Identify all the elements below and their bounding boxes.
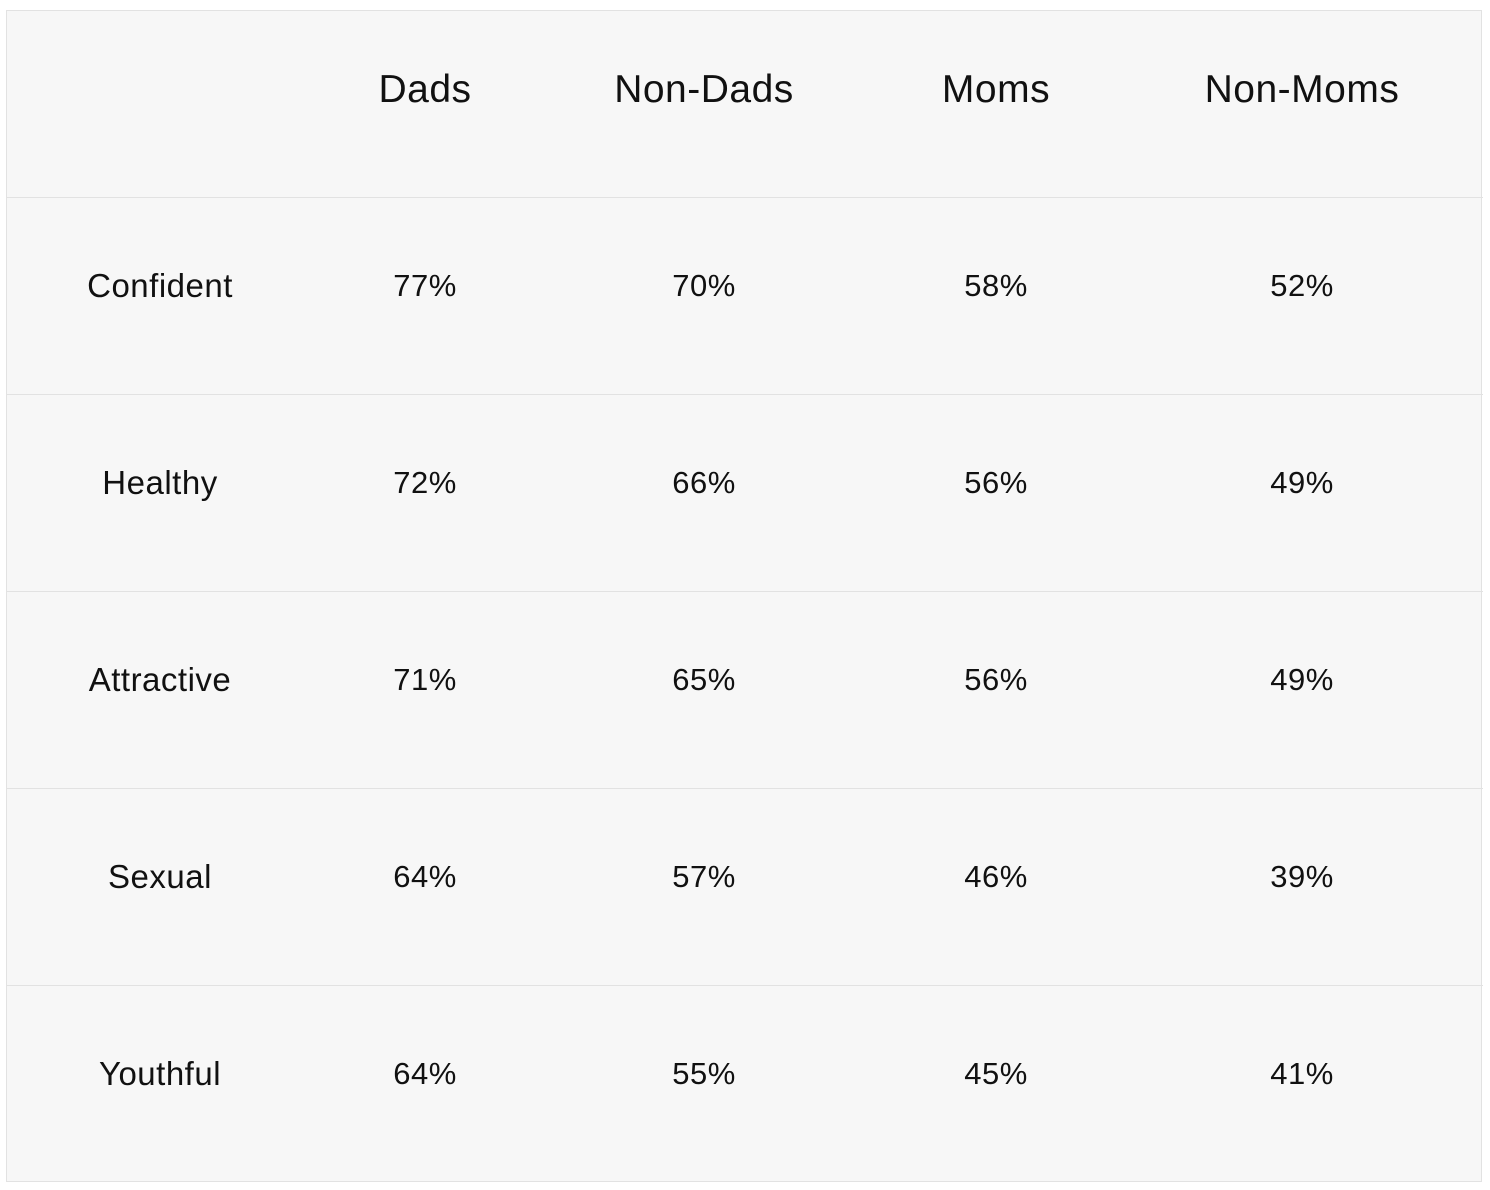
column-header-dads: Dads <box>313 7 537 194</box>
row-label-text: Sexual <box>108 857 212 895</box>
cell-value: 49% <box>1270 464 1334 500</box>
table-cell: 65% <box>537 591 871 789</box>
comparison-table: Dads Non-Dads Moms Non-Moms Confident 77… <box>7 7 1483 1182</box>
cell-value: 55% <box>672 1055 736 1091</box>
row-label-text: Healthy <box>102 463 218 501</box>
cell-value: 64% <box>393 1055 457 1091</box>
table-row: Youthful 64% 55% 45% 41% <box>7 985 1483 1182</box>
table-row: Attractive 71% 65% 56% 49% <box>7 591 1483 789</box>
table-cell: 39% <box>1121 788 1483 986</box>
table-row: Healthy 72% 66% 56% 49% <box>7 394 1483 592</box>
table-cell: 56% <box>871 394 1121 592</box>
table-row: Confident 77% 70% 58% 52% <box>7 197 1483 395</box>
row-label-text: Attractive <box>88 660 232 698</box>
cell-value: 41% <box>1270 1055 1334 1091</box>
column-header-non-moms: Non-Moms <box>1121 7 1483 194</box>
row-label-youthful: Youthful <box>7 985 313 1182</box>
cell-value: 56% <box>964 661 1028 697</box>
column-header-label: Dads <box>378 67 472 111</box>
table-cell: 41% <box>1121 985 1483 1182</box>
table-cell: 55% <box>537 985 871 1182</box>
cell-value: 70% <box>672 267 736 303</box>
table-cell: 46% <box>871 788 1121 986</box>
table-cell: 64% <box>313 985 537 1182</box>
row-label-text: Youthful <box>98 1054 222 1092</box>
cell-value: 39% <box>1270 858 1334 894</box>
cell-value: 46% <box>964 858 1028 894</box>
column-header-label: Moms <box>941 67 1051 111</box>
cell-value: 58% <box>964 267 1028 303</box>
cell-value: 52% <box>1270 267 1334 303</box>
table-cell: 49% <box>1121 591 1483 789</box>
table-cell: 58% <box>871 197 1121 395</box>
table-cell: 70% <box>537 197 871 395</box>
row-label-healthy: Healthy <box>7 394 313 592</box>
table-cell: 77% <box>313 197 537 395</box>
table-cell: 52% <box>1121 197 1483 395</box>
column-header-label: Non-Moms <box>1204 67 1400 111</box>
header-corner <box>7 7 313 194</box>
row-label-text: Confident <box>87 266 233 304</box>
data-table-container: Dads Non-Dads Moms Non-Moms Confident 77… <box>6 7 1483 1182</box>
cell-value: 64% <box>393 858 457 894</box>
cell-value: 49% <box>1270 661 1334 697</box>
column-header-moms: Moms <box>871 7 1121 194</box>
cell-value: 65% <box>672 661 736 697</box>
cell-value: 71% <box>393 661 457 697</box>
cell-value: 72% <box>393 464 457 500</box>
column-header-non-dads: Non-Dads <box>537 7 871 194</box>
row-label-confident: Confident <box>7 197 313 395</box>
row-label-attractive: Attractive <box>7 591 313 789</box>
table-cell: 56% <box>871 591 1121 789</box>
cell-value: 66% <box>672 464 736 500</box>
cell-value: 57% <box>672 858 736 894</box>
table-cell: 72% <box>313 394 537 592</box>
cell-value: 45% <box>964 1055 1028 1091</box>
table-cell: 57% <box>537 788 871 986</box>
table-cell: 45% <box>871 985 1121 1182</box>
row-label-sexual: Sexual <box>7 788 313 986</box>
table-header-row: Dads Non-Dads Moms Non-Moms <box>7 7 1483 197</box>
cell-value: 56% <box>964 464 1028 500</box>
cell-value: 77% <box>393 267 457 303</box>
table-cell: 66% <box>537 394 871 592</box>
table-cell: 64% <box>313 788 537 986</box>
table-cell: 71% <box>313 591 537 789</box>
table-cell: 49% <box>1121 394 1483 592</box>
column-header-label: Non-Dads <box>614 67 794 111</box>
table-row: Sexual 64% 57% 46% 39% <box>7 788 1483 986</box>
